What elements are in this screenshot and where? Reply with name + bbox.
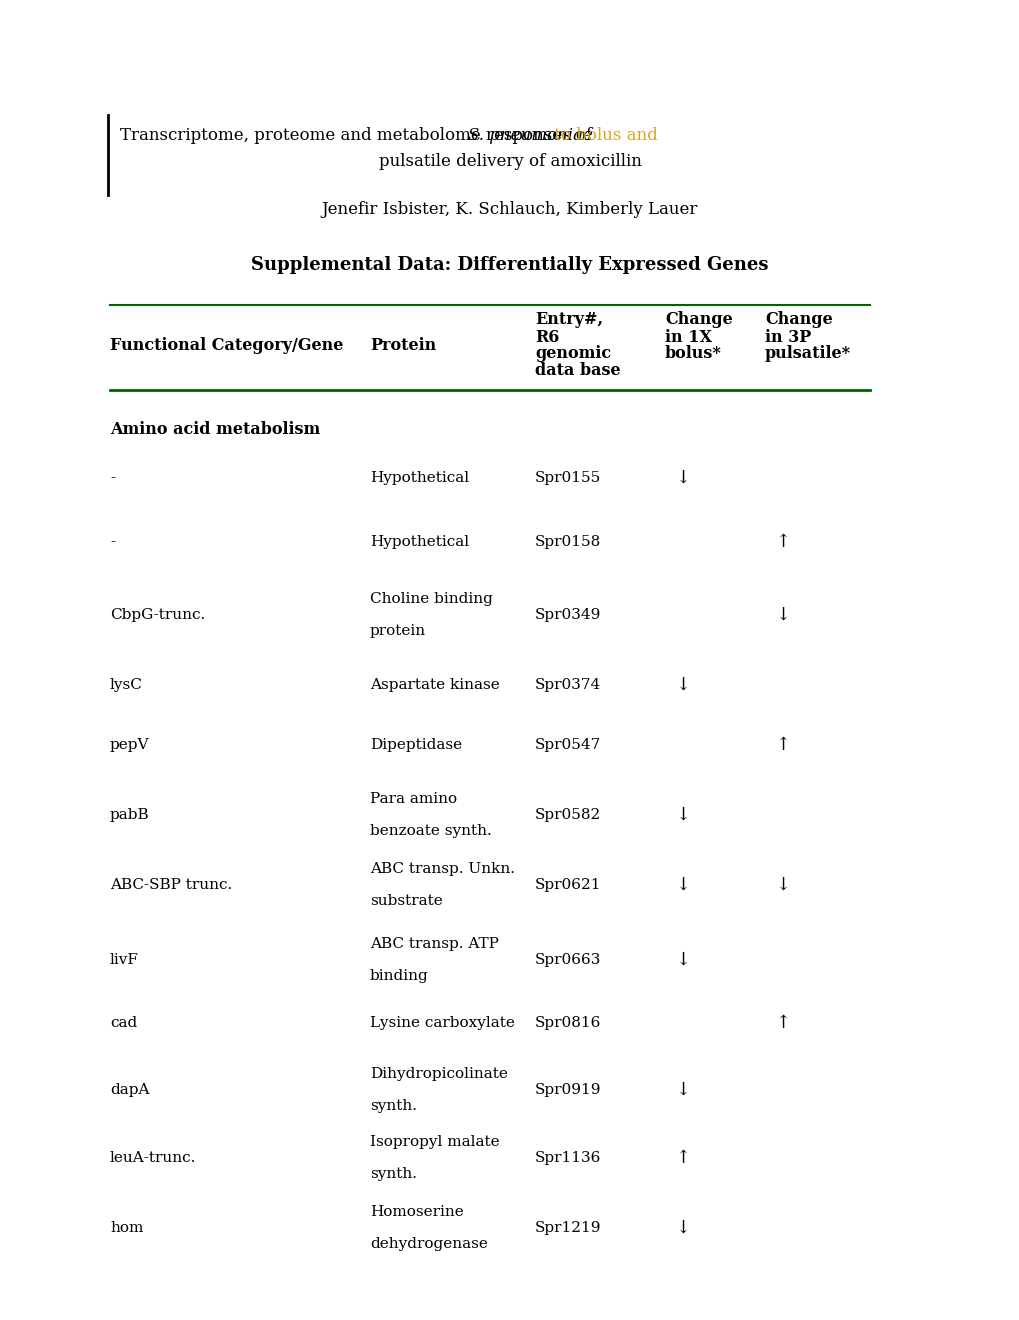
Text: Isopropyl malate: Isopropyl malate xyxy=(370,1135,499,1150)
Text: Hypothetical: Hypothetical xyxy=(370,535,469,549)
Text: Spr1136: Spr1136 xyxy=(535,1151,601,1166)
Text: Dipeptidase: Dipeptidase xyxy=(370,738,462,752)
Text: ↓: ↓ xyxy=(675,950,690,969)
Text: Lysine carboxylate: Lysine carboxylate xyxy=(370,1016,515,1030)
Text: Choline binding: Choline binding xyxy=(370,593,492,606)
Text: Entry#,: Entry#, xyxy=(535,312,602,329)
Text: CbpG-trunc.: CbpG-trunc. xyxy=(110,609,205,622)
Text: ↓: ↓ xyxy=(774,606,790,624)
Text: pepV: pepV xyxy=(110,738,150,752)
Text: synth.: synth. xyxy=(370,1098,417,1113)
Text: -: - xyxy=(110,471,115,484)
Text: ABC-SBP trunc.: ABC-SBP trunc. xyxy=(110,878,232,892)
Text: substrate: substrate xyxy=(370,894,442,908)
Text: Spr0155: Spr0155 xyxy=(535,471,600,484)
Text: ↓: ↓ xyxy=(774,876,790,894)
Text: Amino acid metabolism: Amino acid metabolism xyxy=(110,421,320,438)
Text: livF: livF xyxy=(110,953,139,968)
Text: Spr0158: Spr0158 xyxy=(535,535,600,549)
Text: Change: Change xyxy=(664,312,732,329)
Text: Spr0374: Spr0374 xyxy=(535,678,600,692)
Text: S. pneumoniae: S. pneumoniae xyxy=(468,127,593,144)
Text: Supplemental Data: Differentially Expressed Genes: Supplemental Data: Differentially Expres… xyxy=(251,256,768,275)
Text: Jenefir Isbister, K. Schlauch, Kimberly Lauer: Jenefir Isbister, K. Schlauch, Kimberly … xyxy=(322,202,697,219)
Text: lysC: lysC xyxy=(110,678,143,692)
Text: -: - xyxy=(110,535,115,549)
Text: ABC transp. ATP: ABC transp. ATP xyxy=(370,937,498,952)
Text: Spr0663: Spr0663 xyxy=(535,953,601,968)
Text: genomic: genomic xyxy=(535,346,610,363)
Text: pulsatile*: pulsatile* xyxy=(764,346,850,363)
Text: binding: binding xyxy=(370,969,428,983)
Text: ↓: ↓ xyxy=(675,469,690,487)
Text: pabB: pabB xyxy=(110,808,150,822)
Text: Hypothetical: Hypothetical xyxy=(370,471,469,484)
Text: Spr0621: Spr0621 xyxy=(535,878,601,892)
Text: in 1X: in 1X xyxy=(664,329,711,346)
Text: Spr0919: Spr0919 xyxy=(535,1082,601,1097)
Text: Spr0349: Spr0349 xyxy=(535,609,601,622)
Text: ↓: ↓ xyxy=(675,807,690,824)
Text: ↑: ↑ xyxy=(675,1148,690,1167)
Text: ↓: ↓ xyxy=(675,1081,690,1100)
Text: ABC transp. Unkn.: ABC transp. Unkn. xyxy=(370,862,515,876)
Text: Spr0582: Spr0582 xyxy=(535,808,600,822)
Text: pulsatile delivery of amoxicillin: pulsatile delivery of amoxicillin xyxy=(378,153,641,170)
Text: Para amino: Para amino xyxy=(370,792,457,807)
Text: data base: data base xyxy=(535,363,620,379)
Text: Change: Change xyxy=(764,312,832,329)
Text: hom: hom xyxy=(110,1221,144,1236)
Text: benzoate synth.: benzoate synth. xyxy=(370,824,491,838)
Text: ↓: ↓ xyxy=(675,1218,690,1237)
Text: Transcriptome, proteome and metabolome responses of: Transcriptome, proteome and metabolome r… xyxy=(120,127,597,144)
Text: R6: R6 xyxy=(535,329,558,346)
Text: Dihydropicolinate: Dihydropicolinate xyxy=(370,1067,507,1081)
Text: Spr0547: Spr0547 xyxy=(535,738,600,752)
Text: dapA: dapA xyxy=(110,1082,150,1097)
Text: in 3P: in 3P xyxy=(764,329,810,346)
Text: Functional Category/Gene: Functional Category/Gene xyxy=(110,337,343,354)
Text: bolus*: bolus* xyxy=(664,346,721,363)
Text: ↓: ↓ xyxy=(675,676,690,694)
Text: leuA-trunc.: leuA-trunc. xyxy=(110,1151,197,1166)
Text: Spr1219: Spr1219 xyxy=(535,1221,601,1236)
Text: dehydrogenase: dehydrogenase xyxy=(370,1237,487,1251)
Text: synth.: synth. xyxy=(370,1167,417,1181)
Text: protein: protein xyxy=(370,624,426,638)
Text: ↑: ↑ xyxy=(774,1014,790,1032)
Text: ↑: ↑ xyxy=(774,737,790,754)
Text: ↑: ↑ xyxy=(774,533,790,550)
Text: Homoserine: Homoserine xyxy=(370,1205,464,1220)
Text: to bolus and: to bolus and xyxy=(548,127,662,144)
Text: cad: cad xyxy=(110,1016,138,1030)
Text: Protein: Protein xyxy=(370,337,436,354)
Text: Spr0816: Spr0816 xyxy=(535,1016,601,1030)
Text: ↓: ↓ xyxy=(675,876,690,894)
Text: Aspartate kinase: Aspartate kinase xyxy=(370,678,499,692)
